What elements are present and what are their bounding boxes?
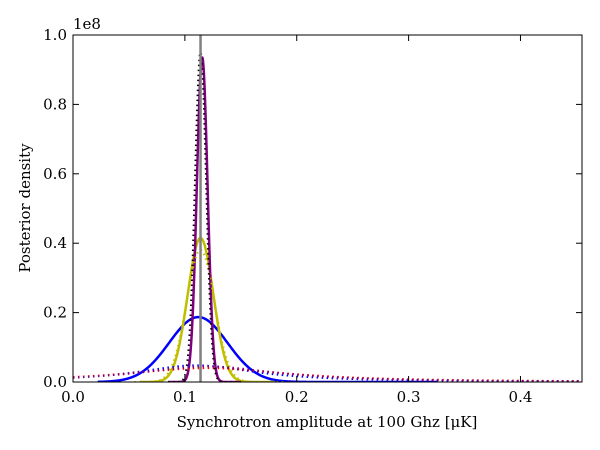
series-line-1 [140, 236, 275, 382]
y-tick-label-1: 0.2 [43, 304, 67, 322]
y-tick-label-2: 0.4 [43, 234, 67, 252]
series-line-5 [134, 249, 286, 382]
series-curves [73, 51, 582, 382]
y-tick-label-0: 0.0 [43, 373, 67, 391]
x-axis-label: Synchrotron amplitude at 100 Ghz [μK] [177, 413, 478, 431]
axis-ticks: 0.0 0.1 0.2 0.3 0.4 0.0 0.2 0.4 0.6 0.8 1.0 [43, 26, 582, 406]
x-tick-label-0: 0.0 [61, 388, 85, 406]
series-line-4 [73, 367, 582, 382]
x-tick-label-1: 0.1 [173, 388, 197, 406]
y-offset-label: 1e8 [73, 15, 101, 33]
x-tick-label-3: 0.3 [397, 388, 421, 406]
series-line-2 [168, 56, 241, 382]
plot-frame [72, 34, 583, 383]
y-tick-label-4: 0.8 [43, 95, 67, 113]
y-tick-label-3: 0.6 [43, 165, 67, 183]
series-line-0 [97, 315, 437, 382]
x-tick-label-4: 0.4 [509, 388, 533, 406]
series-line-7 [73, 365, 582, 382]
x-tick-label-2: 0.2 [285, 388, 309, 406]
y-axis-label: Posterior density [16, 143, 34, 273]
series-line-6 [168, 51, 241, 382]
y-tick-label-5: 1.0 [43, 26, 67, 44]
